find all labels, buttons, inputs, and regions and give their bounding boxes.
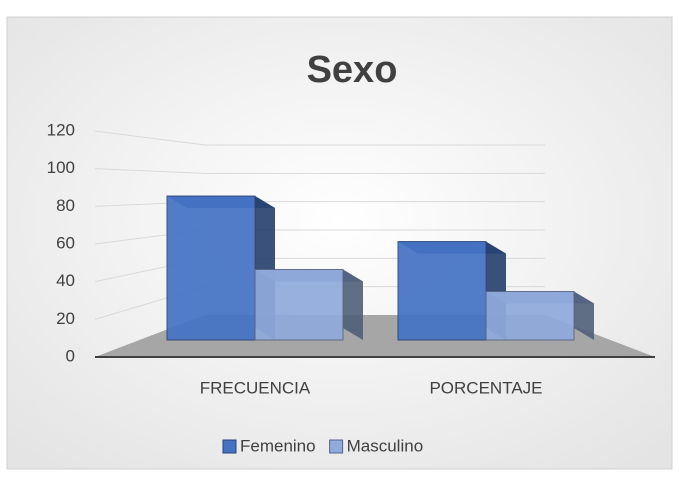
y-tick-label: 80 xyxy=(56,196,75,215)
grid-line xyxy=(94,168,545,174)
legend-label: Masculino xyxy=(347,436,424,455)
bar xyxy=(166,195,256,341)
y-tick-label: 120 xyxy=(47,120,75,139)
y-tick-label: 60 xyxy=(56,233,75,252)
chart-background xyxy=(6,16,673,470)
bar-side xyxy=(574,291,594,340)
y-tick-label: 20 xyxy=(56,309,75,328)
legend-label: Femenino xyxy=(240,436,316,455)
bar xyxy=(485,291,575,341)
bar-side xyxy=(343,269,363,340)
x-tick-label: FRECUENCIA xyxy=(200,378,311,397)
legend-swatch xyxy=(329,439,344,454)
x-tick-label: PORCENTAJE xyxy=(429,378,542,397)
legend: Femenino Masculino xyxy=(222,436,424,455)
chart-title: Sexo xyxy=(307,49,398,91)
bar xyxy=(397,241,487,341)
legend-swatch xyxy=(222,439,237,454)
grid-line xyxy=(94,130,545,146)
y-tick-label: 100 xyxy=(47,158,75,177)
y-tick-label: 0 xyxy=(66,346,75,365)
y-tick-label: 40 xyxy=(56,271,75,290)
bar xyxy=(254,268,344,341)
